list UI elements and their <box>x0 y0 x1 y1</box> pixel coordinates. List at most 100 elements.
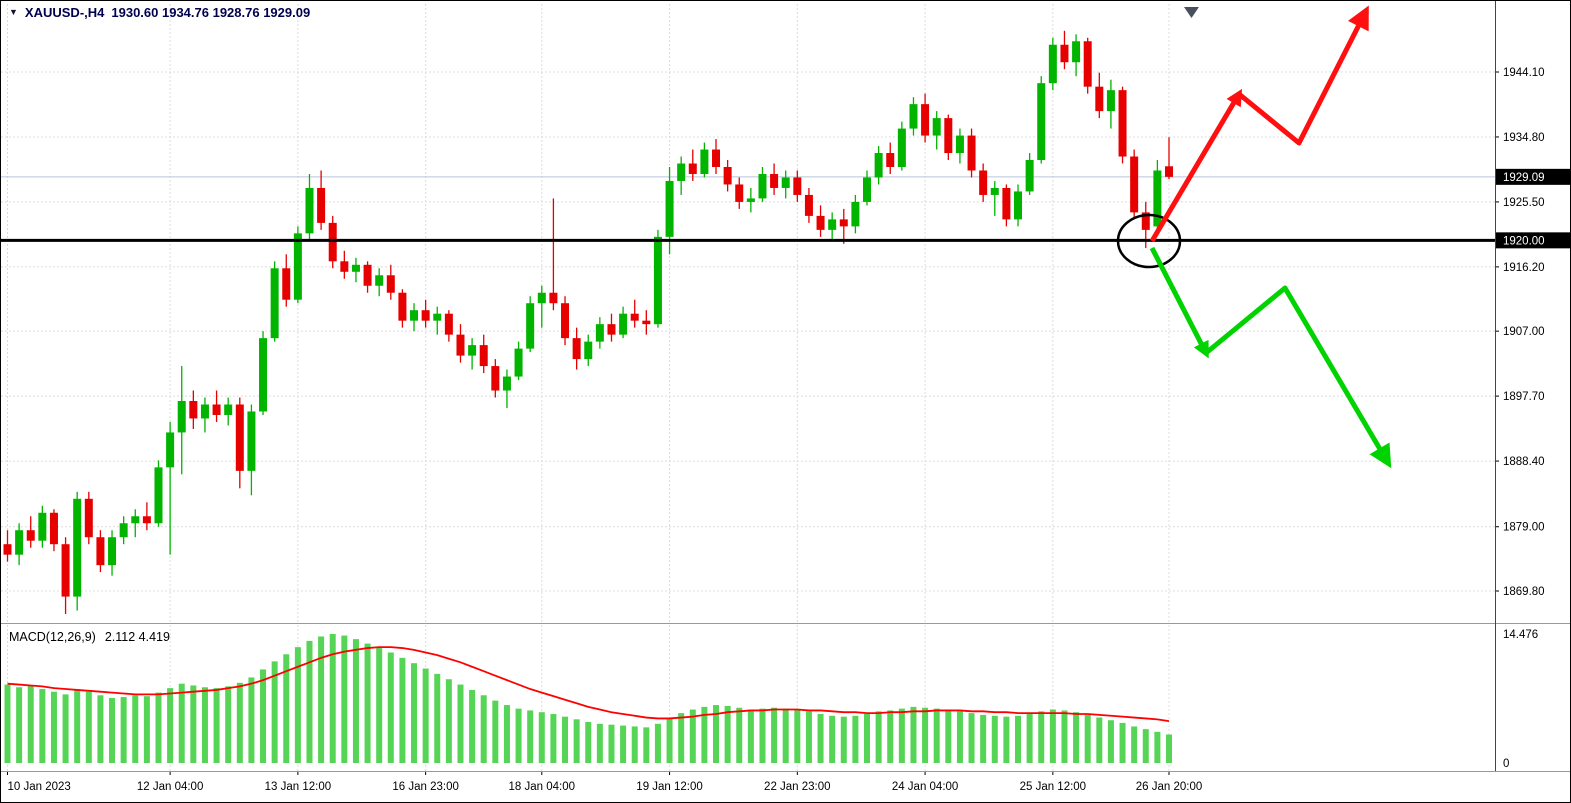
bull-candle <box>131 516 140 524</box>
price-axis-label: 1879.00 <box>1503 522 1545 534</box>
bear-candle <box>804 194 813 216</box>
bear-candle <box>1083 41 1092 87</box>
macd-name: MACD(12,26,9) <box>9 630 96 644</box>
macd-histogram-bar <box>1119 722 1126 763</box>
macd-histogram-bar <box>201 687 208 763</box>
macd-histogram-bar <box>980 714 987 763</box>
macd-histogram-bar <box>654 723 661 763</box>
bull-candle <box>1153 170 1162 227</box>
macd-histogram-bar <box>39 689 46 763</box>
bull-candle <box>584 341 593 360</box>
bear-candle <box>479 345 488 367</box>
up-scenario-arrow[interactable] <box>1149 11 1368 243</box>
macd-histogram-bar <box>120 697 127 763</box>
macd-histogram-bar <box>515 708 522 763</box>
bear-candle <box>1118 90 1127 157</box>
ohlc-values: 1930.60 1934.76 1928.76 1929.09 <box>111 5 311 20</box>
macd-histogram-bar <box>422 668 429 763</box>
bull-candle <box>119 523 128 538</box>
macd-indicator-label: MACD(12,26,9) 2.112 4.419 <box>9 630 170 644</box>
bear-candle <box>212 404 221 415</box>
bear-candle <box>282 268 291 300</box>
bull-candle <box>746 198 755 202</box>
macd-histogram-bar <box>178 683 185 763</box>
macd-histogram-bar <box>341 635 348 763</box>
price-axis-label: 1888.40 <box>1503 456 1545 468</box>
macd-histogram-bar <box>910 706 917 763</box>
bear-candle <box>1095 86 1104 112</box>
macd-histogram-bar <box>678 713 685 763</box>
macd-histogram-bar <box>782 708 789 763</box>
macd-histogram-bar <box>411 663 418 763</box>
macd-histogram-bar <box>248 677 255 763</box>
macd-axis-zero-label: 0 <box>1503 758 1509 770</box>
bull-candle <box>270 268 279 339</box>
macd-histogram-bar <box>1015 715 1022 763</box>
bear-candle <box>816 215 825 230</box>
macd-histogram-bar <box>1142 729 1149 763</box>
bear-candle <box>142 516 151 524</box>
bull-candle <box>526 303 535 349</box>
bull-candle <box>874 153 883 178</box>
macd-histogram-bar <box>480 695 487 763</box>
bull-candle <box>410 310 419 321</box>
macd-histogram-bar <box>747 709 754 763</box>
bull-candle <box>828 219 837 230</box>
macd-histogram-bar <box>1107 720 1114 763</box>
macd-histogram-bar <box>283 654 290 763</box>
up-scenario-arrow-head[interactable] <box>1348 5 1369 32</box>
bear-candle <box>1165 166 1173 177</box>
macd-histogram-bar <box>294 647 301 763</box>
down-scenario-arrow-head[interactable] <box>1193 339 1209 359</box>
bear-candle <box>735 184 744 202</box>
macd-histogram-bar <box>4 684 11 763</box>
macd-histogram-bar <box>585 722 592 763</box>
macd-histogram-bar <box>352 639 359 763</box>
bull-candle <box>990 187 999 195</box>
highlight-circle[interactable] <box>1116 213 1182 269</box>
price-axis-label: 1944.10 <box>1503 67 1545 79</box>
bear-candle <box>1002 187 1011 220</box>
macd-histogram-bar <box>817 713 824 763</box>
macd-histogram-bar <box>62 694 69 763</box>
macd-histogram-bar <box>538 712 545 763</box>
macd-histogram-bar <box>1131 726 1138 763</box>
down-scenario-arrow[interactable] <box>1149 246 1390 463</box>
chart-shift-marker[interactable] <box>1184 7 1199 18</box>
macd-histogram-bar <box>85 691 92 763</box>
macd-histogram-bar <box>968 713 975 763</box>
macd-histogram-bar <box>1049 709 1056 763</box>
macd-histogram-bar <box>329 634 336 763</box>
macd-histogram-bar <box>225 686 232 763</box>
bear-candle <box>572 338 581 360</box>
bull-candle <box>619 313 628 335</box>
hline-price-tag-text: 1920.00 <box>1503 235 1545 247</box>
macd-histogram-bar <box>933 708 940 763</box>
macd-histogram-bar <box>573 719 580 763</box>
macd-histogram-bar <box>16 687 23 763</box>
macd-histogram-bar <box>852 715 859 763</box>
macd-histogram-bar <box>1154 731 1161 763</box>
chart-header: ▼ XAUUSD-,H4 1930.60 1934.76 1928.76 192… <box>9 5 310 20</box>
up-scenario-arrow-head[interactable] <box>1226 88 1243 108</box>
bull-candle <box>595 324 604 342</box>
down-scenario-arrow-head[interactable] <box>1369 442 1392 469</box>
bear-candle <box>340 261 349 272</box>
macd-histogram-bar <box>608 724 615 763</box>
macd-histogram-bar <box>840 716 847 763</box>
bull-candle <box>433 313 442 321</box>
bull-candle <box>38 512 47 541</box>
macd-histogram-bar <box>956 711 963 763</box>
price-axis-label: 1907.00 <box>1503 326 1545 338</box>
bull-candle <box>863 177 872 202</box>
bull-candle <box>166 432 175 468</box>
bear-candle <box>328 222 337 262</box>
macd-values: 2.112 4.419 <box>104 630 170 644</box>
bear-candle <box>886 153 895 167</box>
bear-candle <box>642 320 651 325</box>
bear-candle <box>96 537 105 566</box>
bear-candle <box>444 313 453 335</box>
symbol-timeframe-label: XAUUSD-,H4 <box>24 5 105 20</box>
